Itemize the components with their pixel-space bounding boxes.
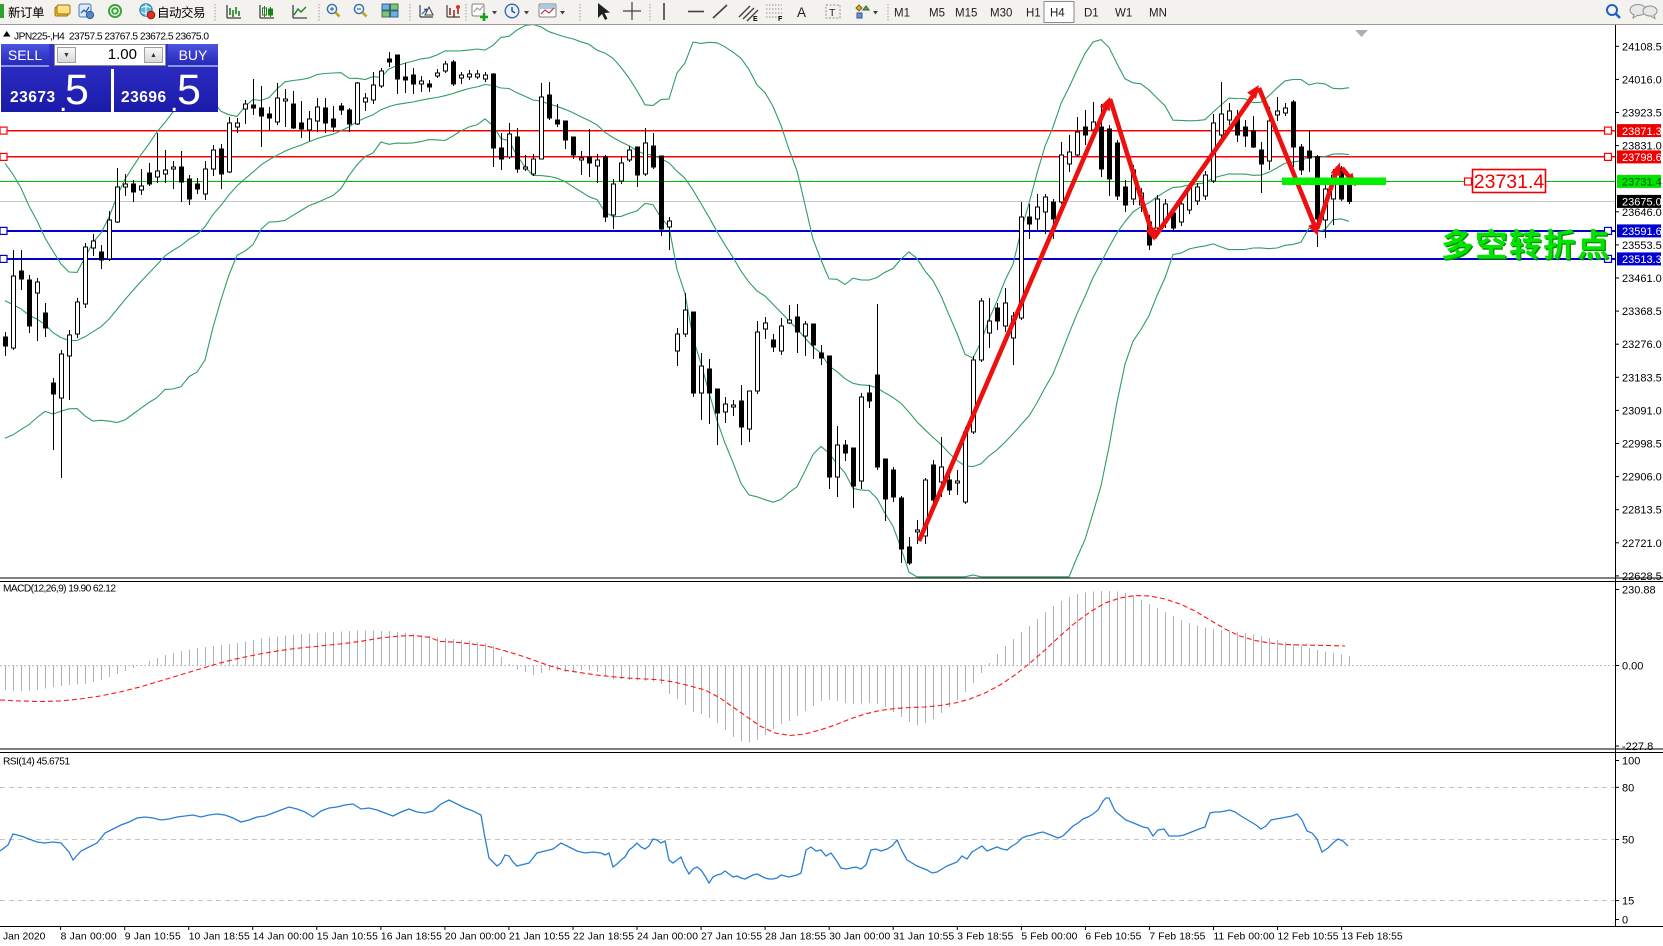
svg-text:3 Feb 18:55: 3 Feb 18:55 [957, 932, 1013, 943]
svg-text:31 Jan 10:55: 31 Jan 10:55 [893, 932, 954, 943]
svg-text:23553.5: 23553.5 [1622, 240, 1662, 252]
svg-text:6 Feb 10:55: 6 Feb 10:55 [1085, 932, 1141, 943]
svg-text:RSI(14) 45.6751: RSI(14) 45.6751 [3, 757, 70, 768]
svg-text:20 Jan 00:00: 20 Jan 00:00 [445, 932, 506, 943]
svg-text:12 Feb 10:55: 12 Feb 10:55 [1278, 932, 1339, 943]
svg-text:23731.4: 23731.4 [1474, 171, 1545, 193]
svg-text:22813.5: 22813.5 [1622, 505, 1662, 517]
svg-text:22721.0: 22721.0 [1622, 538, 1662, 550]
svg-text:15: 15 [1622, 896, 1634, 908]
svg-text:230.88: 230.88 [1622, 585, 1656, 597]
svg-text:23591.6: 23591.6 [1622, 226, 1662, 238]
svg-text:MN: MN [1149, 8, 1167, 20]
svg-text:23731.4: 23731.4 [1622, 177, 1662, 189]
svg-text:E: E [753, 16, 758, 23]
svg-text:80: 80 [1622, 782, 1634, 794]
svg-text:A: A [797, 5, 806, 20]
svg-text:22998.5: 22998.5 [1622, 439, 1662, 451]
svg-text:5 Feb 00:00: 5 Feb 00:00 [1021, 932, 1077, 943]
svg-text:23368.5: 23368.5 [1622, 306, 1662, 318]
svg-text:F: F [778, 16, 783, 23]
svg-text:-227.8: -227.8 [1622, 741, 1653, 753]
svg-text:23276.0: 23276.0 [1622, 339, 1662, 351]
svg-text:M30: M30 [990, 8, 1012, 20]
svg-text:23923.5: 23923.5 [1622, 108, 1662, 120]
svg-text:0: 0 [1622, 915, 1628, 927]
svg-text:23871.3: 23871.3 [1622, 126, 1662, 138]
svg-text:24 Jan 00:00: 24 Jan 00:00 [637, 932, 698, 943]
svg-text:15 Jan 10:55: 15 Jan 10:55 [317, 932, 378, 943]
svg-text:50: 50 [1622, 835, 1634, 847]
svg-text:M15: M15 [955, 8, 977, 20]
svg-text:22906.0: 22906.0 [1622, 472, 1662, 484]
svg-text:30 Jan 00:00: 30 Jan 00:00 [829, 932, 890, 943]
svg-text:13 Feb 18:55: 13 Feb 18:55 [1342, 932, 1403, 943]
svg-text:M5: M5 [929, 8, 945, 20]
svg-text:MACD(12,26,9) 19.90 62.12: MACD(12,26,9) 19.90 62.12 [3, 584, 116, 595]
svg-text:23183.5: 23183.5 [1622, 372, 1662, 384]
svg-text:24016.0: 24016.0 [1622, 74, 1662, 86]
svg-text:H1: H1 [1026, 8, 1041, 20]
svg-text:21 Jan 10:55: 21 Jan 10:55 [509, 932, 570, 943]
svg-text:10 Jan 18:55: 10 Jan 18:55 [189, 932, 250, 943]
svg-text:7 Feb 18:55: 7 Feb 18:55 [1149, 932, 1205, 943]
svg-text:22 Jan 18:55: 22 Jan 18:55 [573, 932, 634, 943]
svg-text:14 Jan 00:00: 14 Jan 00:00 [253, 932, 314, 943]
svg-text:27 Jan 10:55: 27 Jan 10:55 [701, 932, 762, 943]
svg-text:23798.6: 23798.6 [1622, 152, 1662, 164]
svg-text:W1: W1 [1115, 8, 1132, 20]
svg-text:M1: M1 [894, 8, 910, 20]
svg-text:23675.0: 23675.0 [1622, 197, 1662, 209]
svg-text:D1: D1 [1084, 8, 1099, 20]
svg-text:16 Jan 18:55: 16 Jan 18:55 [381, 932, 442, 943]
svg-text:28 Jan 18:55: 28 Jan 18:55 [765, 932, 826, 943]
svg-text:23646.0: 23646.0 [1622, 207, 1662, 219]
svg-text:0.00: 0.00 [1622, 661, 1643, 673]
svg-text:23091.0: 23091.0 [1622, 405, 1662, 417]
svg-text:T: T [829, 7, 836, 19]
svg-text:9 Jan 10:55: 9 Jan 10:55 [125, 932, 181, 943]
svg-text:11 Feb 00:00: 11 Feb 00:00 [1214, 932, 1275, 943]
svg-text:23831.0: 23831.0 [1622, 141, 1662, 153]
svg-text:24108.5: 24108.5 [1622, 41, 1662, 53]
svg-text:23513.3: 23513.3 [1622, 254, 1662, 266]
svg-text:22628.5: 22628.5 [1622, 571, 1662, 583]
svg-text:H4: H4 [1050, 8, 1065, 20]
svg-text:23461.0: 23461.0 [1622, 273, 1662, 285]
svg-text:Jan 2020: Jan 2020 [3, 932, 46, 943]
svg-text:JPN225-,H4 23757.5 23767.5 23: JPN225-,H4 23757.5 23767.5 23672.5 23675… [14, 32, 209, 43]
svg-text:100: 100 [1622, 756, 1640, 768]
svg-text:8 Jan 00:00: 8 Jan 00:00 [61, 932, 117, 943]
